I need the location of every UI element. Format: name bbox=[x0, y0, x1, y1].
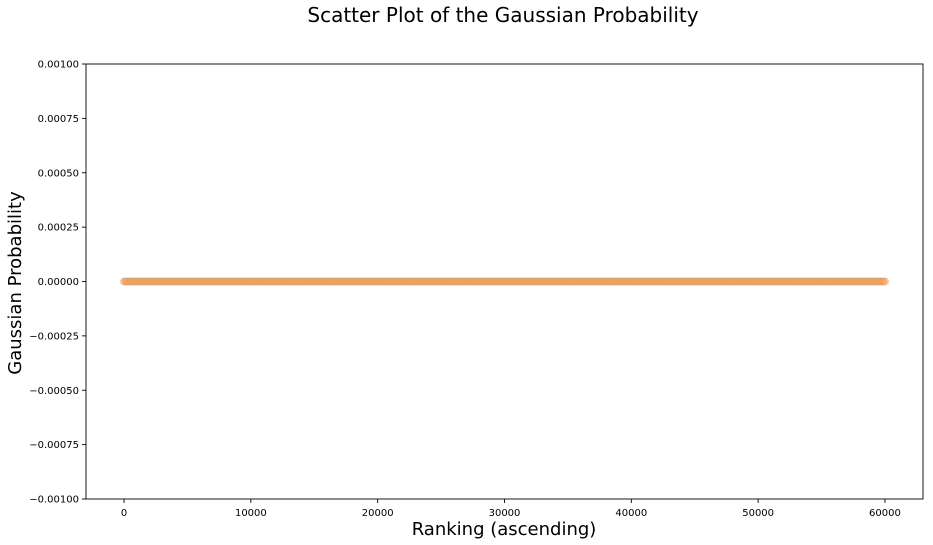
x-tick-label: 50000 bbox=[742, 508, 774, 519]
x-tick-label: 0 bbox=[121, 508, 127, 519]
y-tick-label: 0.00000 bbox=[38, 277, 79, 288]
x-tick-label: 30000 bbox=[489, 508, 521, 519]
y-tick-label: 0.00100 bbox=[38, 60, 79, 71]
x-tick-label: 60000 bbox=[869, 508, 901, 519]
x-axis: 0 10000 20000 30000 40000 50000 60000 bbox=[121, 499, 901, 519]
x-tick-label: 20000 bbox=[362, 508, 394, 519]
y-axis-label: Gaussian Probability bbox=[5, 191, 26, 375]
data-point bbox=[881, 277, 889, 286]
x-tick-label: 40000 bbox=[615, 508, 647, 519]
y-tick-label: 0.00025 bbox=[38, 223, 79, 234]
y-tick-label: −0.00050 bbox=[29, 386, 79, 397]
y-axis: −0.00100 −0.00075 −0.00050 −0.00025 0.00000 0… bbox=[29, 60, 86, 506]
y-tick-label: −0.00075 bbox=[29, 440, 79, 451]
data-points bbox=[120, 277, 889, 286]
y-tick-label: 0.00050 bbox=[38, 168, 79, 179]
x-tick-label: 10000 bbox=[235, 508, 267, 519]
chart-title: Scatter Plot of the Gaussian Probability bbox=[307, 3, 698, 27]
y-tick-label: −0.00100 bbox=[29, 495, 79, 506]
y-tick-label: 0.00075 bbox=[38, 114, 79, 125]
x-axis-label: Ranking (ascending) bbox=[412, 519, 597, 540]
y-tick-label: −0.00025 bbox=[29, 331, 79, 342]
